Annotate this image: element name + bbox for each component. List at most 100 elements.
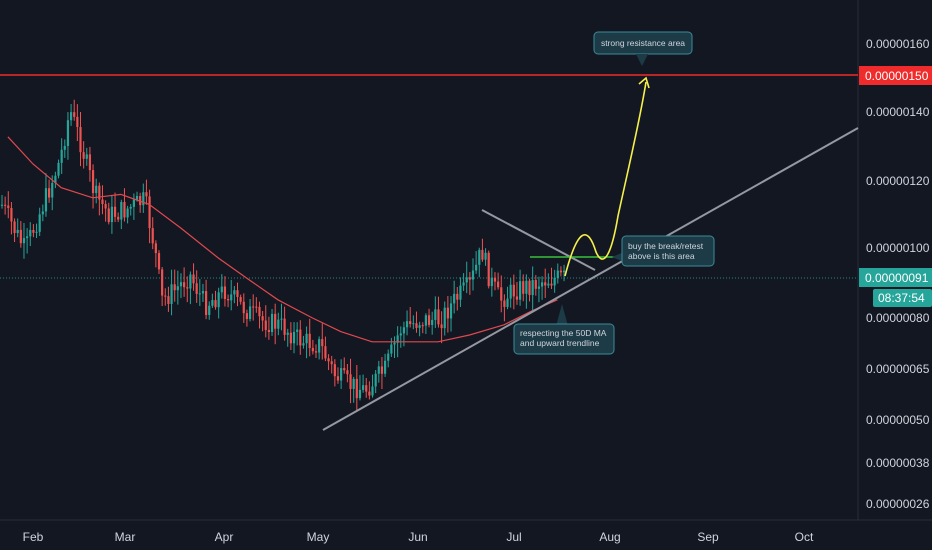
- candle-body: [390, 344, 393, 354]
- projected-price-path[interactable]: [564, 81, 647, 277]
- candle-body: [318, 339, 321, 353]
- candle-body: [509, 284, 512, 299]
- candle-body: [443, 307, 446, 329]
- candle-body: [63, 146, 66, 150]
- candle-body: [195, 283, 198, 294]
- countdown-label: 08:37:54: [878, 291, 925, 305]
- candle-body: [179, 282, 183, 287]
- candle-body: [475, 264, 478, 271]
- note-respecting-ma[interactable]: respecting the 50D MA and upward trendli…: [513, 304, 615, 355]
- candle-body: [346, 370, 349, 375]
- note-text: strong resistance area: [601, 38, 685, 48]
- candle-body: [51, 182, 54, 198]
- candle-body: [371, 386, 374, 396]
- candle-body: [399, 333, 402, 336]
- descending-trendline[interactable]: [481, 209, 596, 271]
- candle-body: [176, 286, 179, 291]
- candle-body: [22, 238, 26, 244]
- candle-body: [383, 360, 387, 374]
- candle-body: [29, 230, 32, 237]
- current-price-label: 0.00000091: [865, 271, 929, 285]
- candle-body: [349, 374, 352, 389]
- price-axis[interactable]: 0.00000160 0.00000140 0.00000120 0.00000…: [866, 37, 930, 511]
- candle-body: [424, 315, 427, 326]
- candle-body: [355, 378, 358, 399]
- candle-body: [437, 309, 440, 325]
- candle-body: [239, 297, 242, 302]
- upward-trendline[interactable]: [322, 127, 859, 431]
- candle-body: [186, 287, 189, 289]
- candle-body: [161, 269, 164, 296]
- candle-body: [440, 324, 443, 329]
- candle-body: [35, 231, 38, 233]
- candle-body: [205, 291, 208, 315]
- candle-body: [154, 243, 157, 254]
- candle-body: [462, 282, 465, 286]
- candle-body: [387, 353, 390, 361]
- candle-body: [292, 331, 296, 344]
- candle-body: [226, 299, 230, 301]
- candle-body: [336, 376, 340, 381]
- candle-body: [135, 195, 139, 200]
- candle-body: [412, 323, 415, 325]
- candle-body: [10, 208, 13, 222]
- time-tick-label: Sep: [697, 530, 719, 544]
- candle-body: [13, 221, 16, 234]
- note-strong-resistance[interactable]: strong resistance area: [593, 31, 693, 66]
- candle-body: [107, 208, 110, 223]
- time-tick-label: Feb: [23, 530, 44, 544]
- time-axis[interactable]: Feb Mar Apr May Jun Jul Aug Sep Oct: [23, 530, 814, 544]
- candle-body: [242, 301, 245, 314]
- note-buy-break-retest[interactable]: buy the break/retest above is this area: [612, 235, 715, 267]
- candle-body: [418, 325, 421, 328]
- candle-body: [44, 188, 48, 212]
- current-price-tag[interactable]: 0.00000091: [859, 268, 932, 287]
- candle-body: [515, 296, 519, 300]
- candle-body: [531, 280, 534, 296]
- candle-body: [556, 270, 559, 279]
- candle-body: [330, 361, 333, 365]
- candle-body: [283, 318, 286, 335]
- candle-body: [402, 327, 406, 334]
- candlestick-series[interactable]: [0, 99, 566, 411]
- candle-body: [4, 204, 7, 206]
- candle-body: [497, 281, 500, 288]
- note-text: respecting the 50D MA and upward trendli…: [520, 328, 608, 348]
- time-tick-label: Aug: [599, 530, 620, 544]
- candle-body: [173, 284, 176, 291]
- candle-body: [217, 292, 220, 308]
- candle-body: [314, 351, 318, 353]
- candle-body: [446, 307, 449, 319]
- candle-body: [16, 229, 19, 234]
- candle-body: [468, 277, 471, 280]
- resistance-price-tag[interactable]: 0.00000150: [859, 66, 932, 85]
- moving-average-50d-line[interactable]: [7, 136, 558, 343]
- candle-body: [493, 277, 497, 282]
- candle-body: [343, 368, 346, 371]
- candle-body: [405, 321, 409, 328]
- price-tick-label: 0.00000120: [866, 174, 930, 188]
- candle-body: [377, 366, 380, 374]
- candle-body: [559, 270, 563, 273]
- candle-body: [41, 211, 44, 215]
- candle-body: [233, 290, 236, 295]
- candle-body: [362, 385, 365, 390]
- candle-body: [82, 152, 85, 159]
- candle-body: [110, 206, 113, 223]
- candle-body: [117, 216, 120, 220]
- candle-body: [252, 306, 255, 308]
- note-line: buy the break/retest: [628, 241, 704, 251]
- price-tick-label: 0.00000038: [866, 456, 930, 470]
- candle-body: [299, 329, 302, 346]
- price-tick-label: 0.00000065: [866, 362, 930, 376]
- candle-body: [327, 358, 330, 362]
- candle-body: [19, 229, 22, 244]
- candle-body: [519, 281, 522, 300]
- candle-body: [236, 290, 239, 298]
- candle-body: [230, 294, 233, 301]
- candle-body: [26, 236, 29, 239]
- candle-body: [211, 300, 214, 306]
- candle-body: [540, 282, 544, 287]
